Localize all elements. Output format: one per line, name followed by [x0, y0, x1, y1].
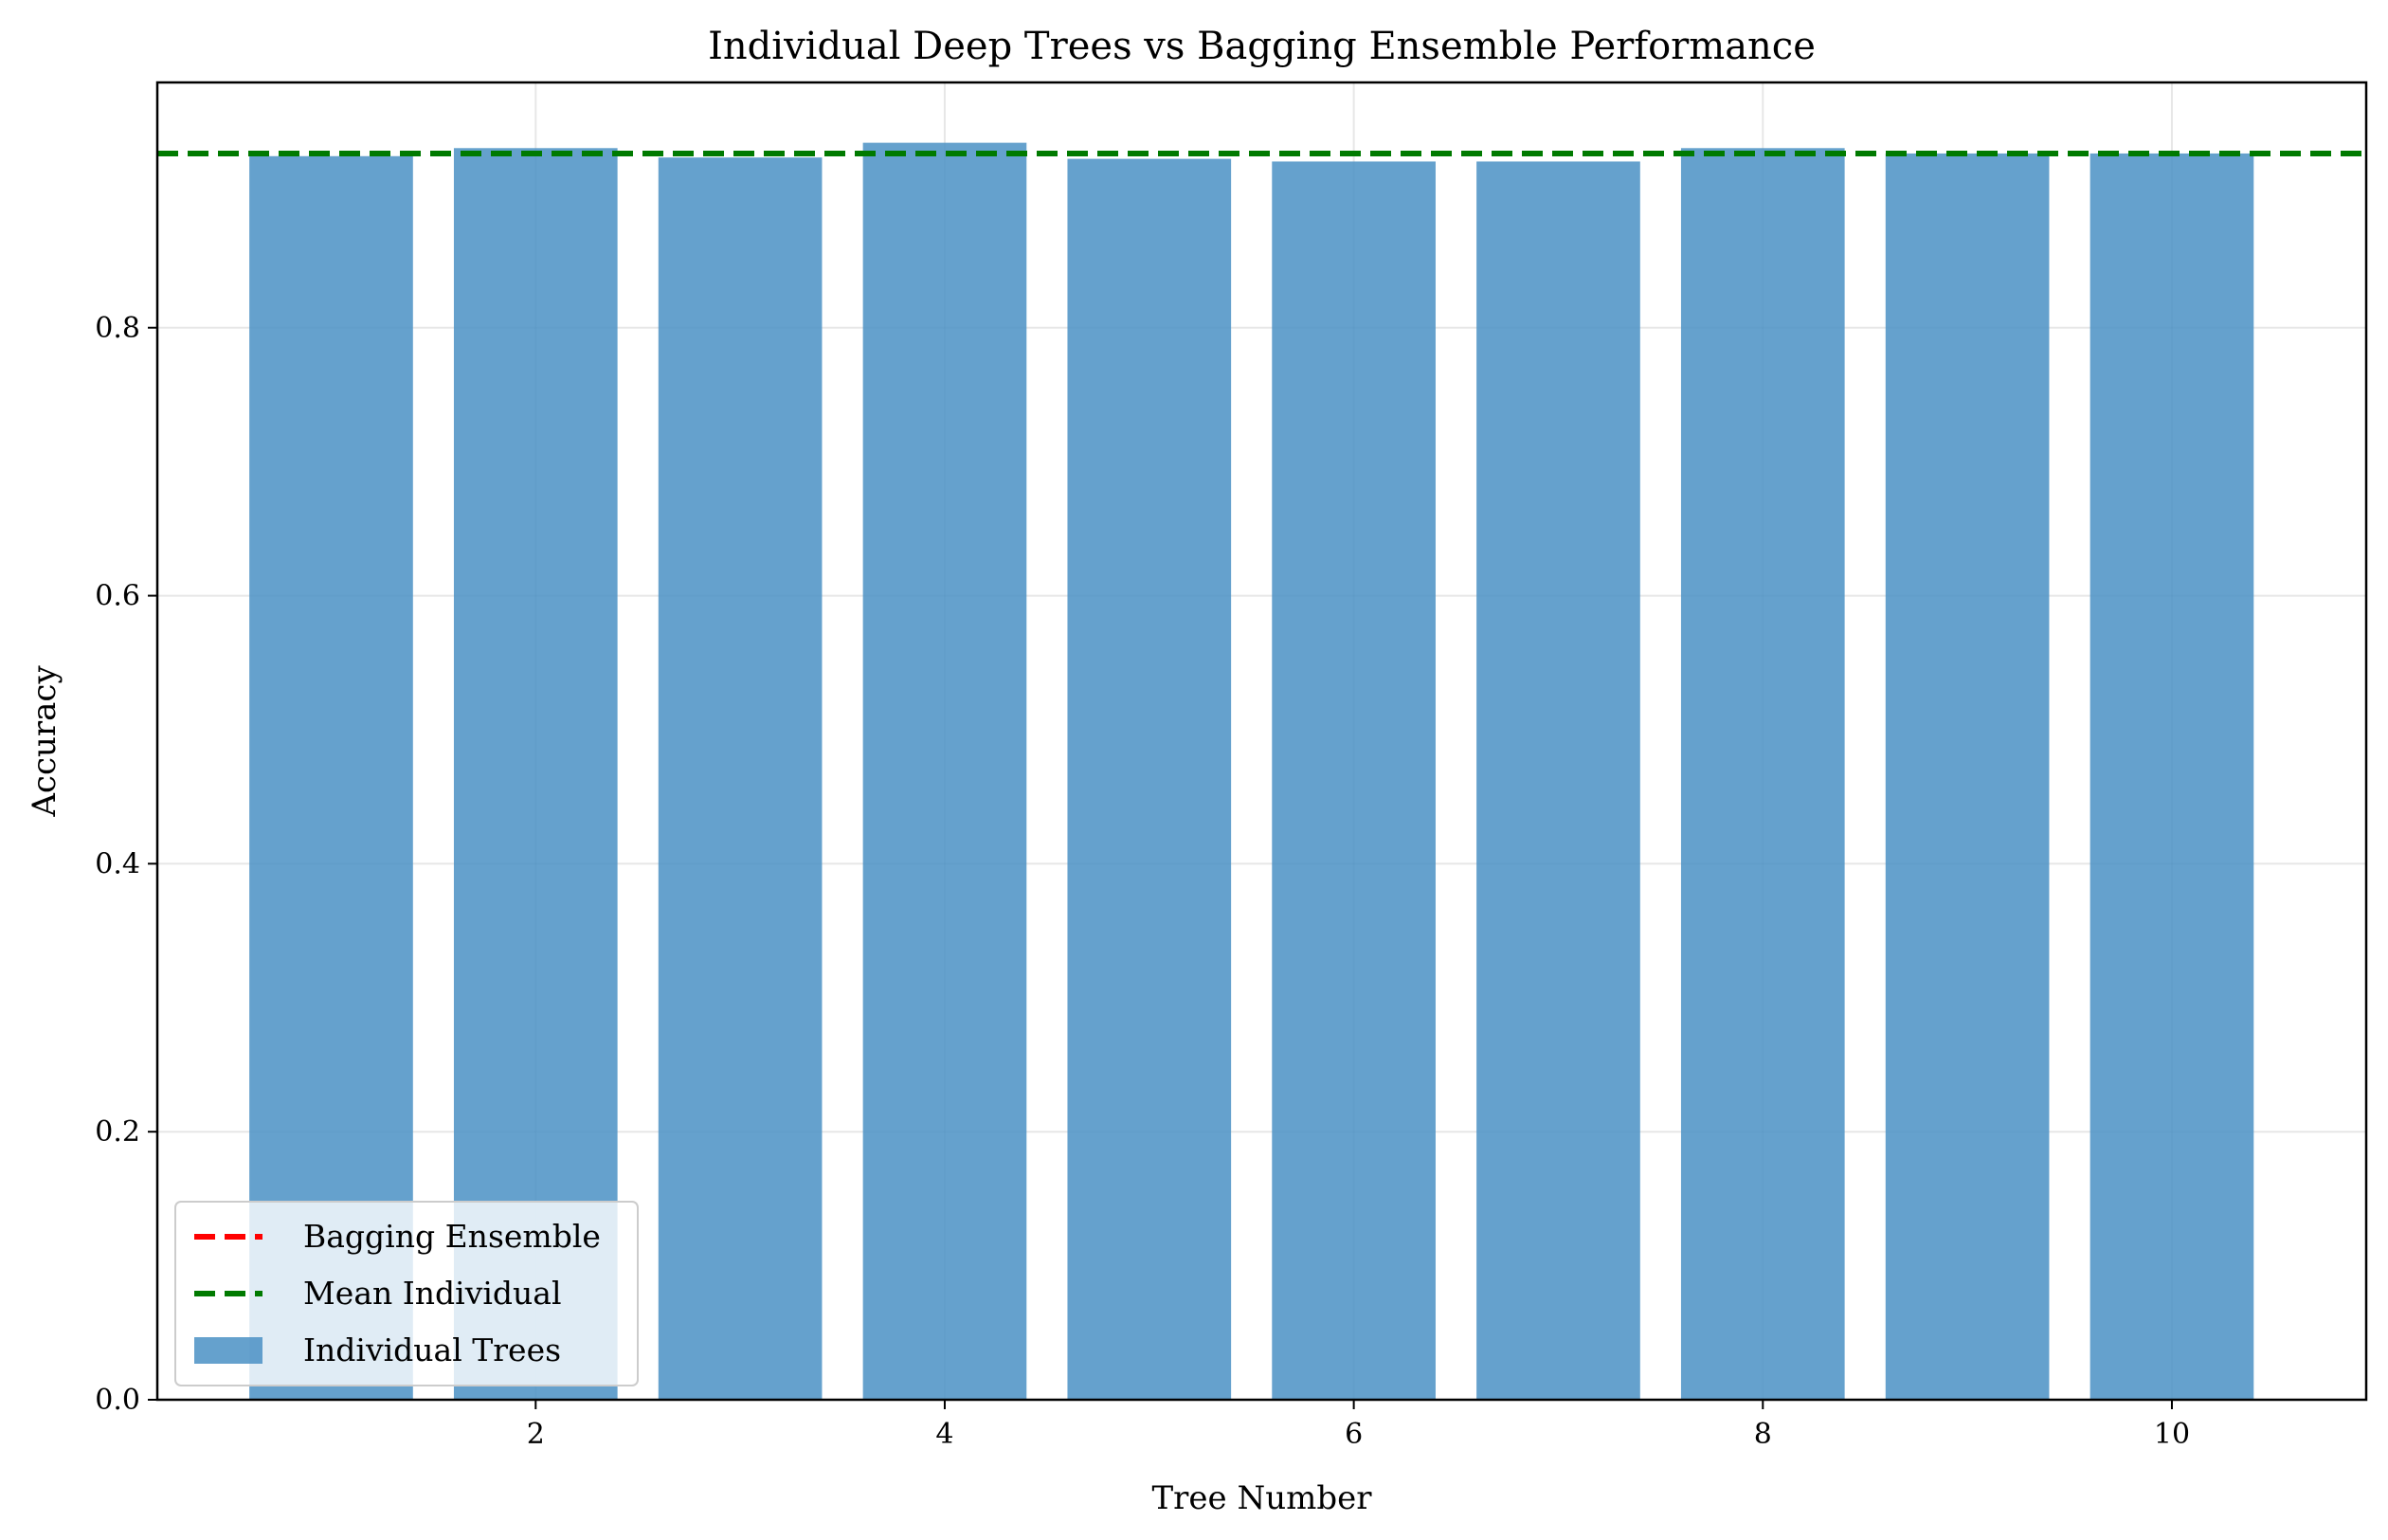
- y-tick-label: 0.6: [95, 580, 140, 613]
- bar-tree-2: [453, 148, 618, 1401]
- bar-tree-8: [1680, 148, 1845, 1401]
- legend-swatch-individual-trees: [194, 1337, 262, 1364]
- legend-label-individual-trees: Individual Trees: [303, 1332, 561, 1368]
- y-axis-ticks: 0.0 0.2 0.4 0.6 0.8: [95, 312, 157, 1417]
- bar-tree-9: [1885, 153, 2050, 1400]
- y-axis-label: Accuracy: [26, 665, 63, 818]
- bar-tree-10: [2090, 153, 2254, 1400]
- x-axis-label: Tree Number: [1151, 1479, 1372, 1517]
- bar-tree-4: [862, 142, 1027, 1401]
- legend-label-bagging-ensemble: Bagging Ensemble: [303, 1218, 601, 1255]
- y-tick-label: 0.0: [95, 1384, 140, 1417]
- bar-tree-6: [1272, 161, 1436, 1401]
- x-tick-label: 2: [527, 1418, 545, 1451]
- bars: [249, 142, 2254, 1401]
- x-tick-label: 6: [1345, 1418, 1363, 1451]
- legend-label-mean-individual: Mean Individual: [303, 1275, 562, 1312]
- bar-tree-1: [249, 155, 413, 1401]
- legend-box: [174, 1201, 639, 1386]
- x-tick-label: 10: [2154, 1418, 2190, 1451]
- bar-tree-5: [1067, 158, 1232, 1400]
- bar-tree-7: [1476, 161, 1640, 1401]
- x-tick-label: 4: [935, 1418, 953, 1451]
- chart-title: Individual Deep Trees vs Bagging Ensembl…: [708, 25, 1816, 68]
- y-tick-label: 0.8: [95, 312, 140, 345]
- y-tick-label: 0.2: [95, 1115, 140, 1149]
- x-tick-label: 8: [1754, 1418, 1772, 1451]
- x-axis-ticks: 2 4 6 8 10: [527, 1400, 2190, 1451]
- legend: Bagging Ensemble Mean Individual Individua…: [174, 1201, 639, 1386]
- y-tick-label: 0.4: [95, 847, 140, 880]
- bar-tree-3: [658, 157, 823, 1400]
- plot-frame: [155, 81, 2368, 1402]
